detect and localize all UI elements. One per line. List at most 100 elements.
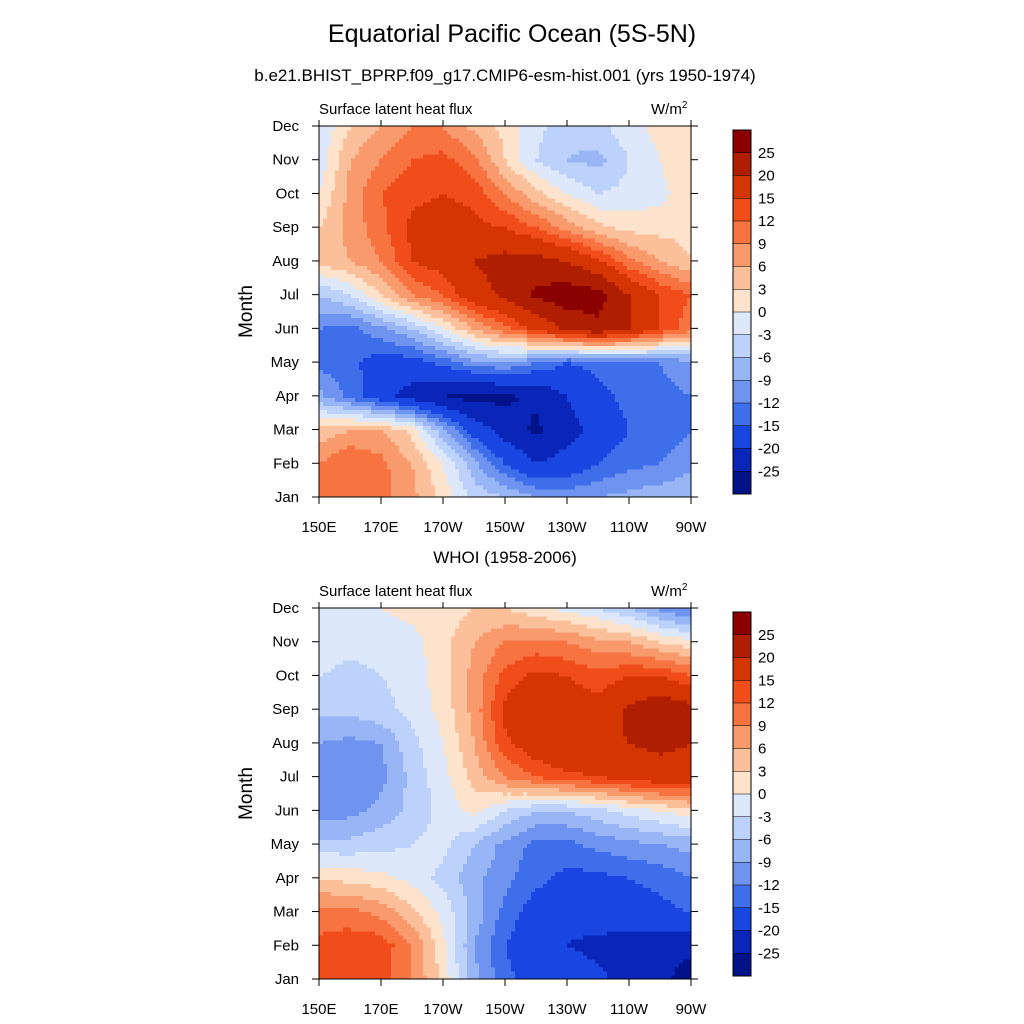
- heatmap-cell: [343, 393, 348, 398]
- heatmap-cell: [391, 321, 396, 327]
- heatmap-cell: [463, 473, 468, 478]
- heatmap-cell: [463, 421, 468, 426]
- heatmap-cell: [663, 425, 668, 430]
- heatmap-cell: [579, 289, 584, 295]
- heatmap-cell: [663, 393, 668, 398]
- heatmap-cell: [639, 353, 644, 358]
- heatmap-cell: [527, 397, 532, 402]
- heatmap-cell: [679, 477, 684, 482]
- heatmap-cell: [679, 401, 684, 406]
- heatmap-cell: [383, 481, 388, 486]
- heatmap-cell: [567, 425, 572, 430]
- heatmap-cell: [355, 465, 360, 470]
- heatmap-cell: [339, 353, 344, 358]
- heatmap-cell: [527, 305, 532, 311]
- heatmap-cell: [595, 493, 600, 498]
- heatmap-cell: [547, 441, 552, 446]
- heatmap-cell: [563, 369, 568, 374]
- heatmap-cell: [359, 461, 364, 466]
- heatmap-cell: [519, 301, 524, 307]
- heatmap-cell: [519, 329, 524, 335]
- heatmap-cell: [635, 397, 640, 402]
- heatmap-cell: [379, 445, 384, 450]
- heatmap-cell: [331, 421, 336, 426]
- heatmap-cell: [579, 393, 584, 398]
- heatmap-cell: [655, 313, 660, 319]
- heatmap-cell: [431, 409, 436, 414]
- heatmap-cell: [643, 377, 648, 382]
- heatmap-cell: [591, 285, 596, 291]
- heatmap-cell: [359, 449, 364, 454]
- heatmap-cell: [331, 437, 336, 442]
- heatmap-cell: [471, 353, 476, 358]
- heatmap-cell: [635, 369, 640, 374]
- heatmap-cell: [675, 297, 680, 303]
- heatmap-cell: [463, 345, 468, 350]
- heatmap-cell: [563, 473, 568, 478]
- heatmap-cell: [643, 385, 648, 390]
- heatmap-cell: [639, 313, 644, 319]
- heatmap-cell: [655, 417, 660, 422]
- heatmap-cell: [403, 429, 408, 434]
- heatmap-cell: [447, 281, 452, 287]
- heatmap-cell: [371, 413, 376, 418]
- heatmap-cell: [491, 361, 496, 366]
- heatmap-cell: [383, 385, 388, 390]
- heatmap-cell: [447, 333, 452, 339]
- heatmap-cell: [407, 393, 412, 398]
- heatmap-cell: [595, 361, 600, 366]
- heatmap-cell: [571, 425, 576, 430]
- heatmap-cell: [355, 493, 360, 498]
- heatmap-cell: [551, 477, 556, 482]
- heatmap-cell: [375, 373, 380, 378]
- heatmap-cell: [459, 313, 464, 319]
- heatmap-cell: [419, 401, 424, 406]
- heatmap-cell: [627, 345, 632, 350]
- heatmap-cell: [659, 313, 664, 319]
- heatmap-cell: [431, 381, 436, 386]
- heatmap-cell: [523, 393, 528, 398]
- heatmap-cell: [439, 337, 444, 343]
- heatmap-cell: [619, 353, 624, 358]
- heatmap-cell: [471, 441, 476, 446]
- heatmap-cell: [683, 465, 688, 470]
- heatmap-cell: [355, 321, 360, 327]
- heatmap-cell: [587, 385, 592, 390]
- heatmap-cell: [579, 457, 584, 462]
- heatmap-cell: [643, 437, 648, 442]
- heatmap-cell: [435, 425, 440, 430]
- heatmap-cell: [343, 289, 348, 295]
- heatmap-cell: [603, 433, 608, 438]
- heatmap-cell: [391, 365, 396, 370]
- heatmap-cell: [595, 357, 600, 362]
- heatmap-cell: [483, 421, 488, 426]
- heatmap-cell: [491, 425, 496, 430]
- heatmap-cell: [643, 389, 648, 394]
- heatmap-cell: [563, 437, 568, 442]
- heatmap-cell: [507, 341, 512, 347]
- heatmap-cell: [675, 425, 680, 430]
- heatmap-cell: [567, 289, 572, 295]
- heatmap-cell: [399, 449, 404, 454]
- heatmap-cell: [423, 321, 428, 327]
- heatmap-cell: [439, 369, 444, 374]
- heatmap-cell: [575, 449, 580, 454]
- heatmap-cell: [639, 433, 644, 438]
- heatmap-cell: [399, 405, 404, 410]
- heatmap-cell: [399, 433, 404, 438]
- heatmap-cell: [519, 417, 524, 422]
- heatmap-cell: [623, 285, 628, 291]
- heatmap-cell: [611, 473, 616, 478]
- heatmap-cell: [327, 465, 332, 470]
- heatmap-cell: [463, 441, 468, 446]
- heatmap-cell: [527, 409, 532, 414]
- heatmap-cell: [571, 493, 576, 498]
- heatmap-cell: [663, 289, 668, 295]
- heatmap-cell: [379, 345, 384, 350]
- heatmap-cell: [471, 401, 476, 406]
- heatmap-cell: [419, 449, 424, 454]
- heatmap-cell: [543, 325, 548, 331]
- heatmap-cell: [351, 425, 356, 430]
- heatmap-cell: [331, 417, 336, 422]
- heatmap-cell: [495, 445, 500, 450]
